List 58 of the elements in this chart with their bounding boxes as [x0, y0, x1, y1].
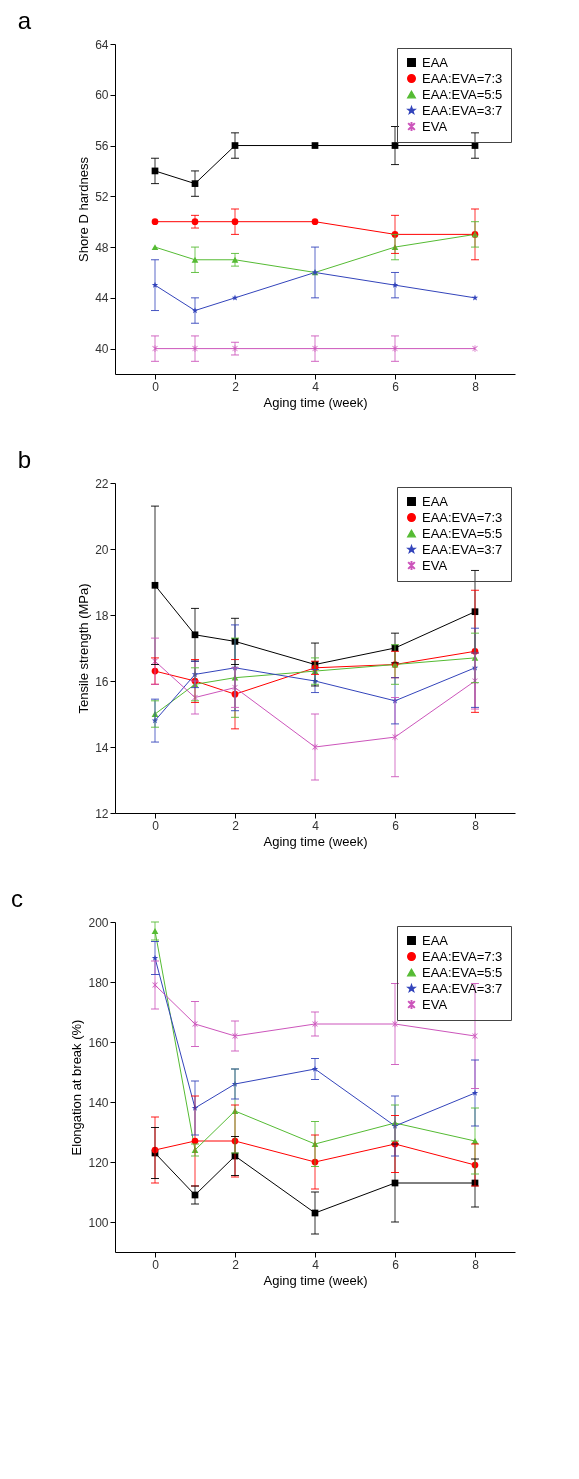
x-tick-label: 8: [472, 1257, 480, 1272]
y-tick-label: 120: [88, 1155, 109, 1170]
x-tick-label: 4: [312, 818, 320, 833]
y-axis-title: Shore D hardness: [76, 156, 92, 262]
x-tick-label: 4: [312, 1257, 320, 1272]
legend-label: EAA: [422, 54, 449, 70]
legend-label: EAA:EVA=3:7: [422, 541, 503, 557]
chart-title: b: [17, 446, 32, 473]
x-tick-label: 8: [472, 818, 480, 833]
legend-label: EAA:EVA=5:5: [422, 525, 503, 541]
x-tick-label: 2: [232, 1257, 240, 1272]
x-tick-label: 2: [232, 379, 240, 394]
legend-label: EAA:EVA=7:3: [422, 948, 503, 964]
chart-title: a: [17, 7, 32, 34]
legend-label: EAA:EVA=7:3: [422, 509, 503, 525]
y-tick-label: 60: [95, 88, 109, 103]
legend-label: EAA:EVA=5:5: [422, 86, 503, 102]
x-tick-label: 0: [152, 818, 160, 833]
x-tick-label: 0: [152, 1257, 160, 1272]
y-tick-label: 64: [95, 37, 109, 52]
y-tick-label: 40: [95, 342, 109, 357]
y-tick-label: 100: [88, 1215, 109, 1230]
legend-label: EAA: [422, 932, 449, 948]
legend-label: EVA: [422, 118, 448, 134]
y-tick-label: 22: [95, 476, 109, 491]
y-tick-label: 180: [88, 975, 109, 990]
y-tick-label: 200: [88, 915, 109, 930]
x-tick-label: 0: [152, 379, 160, 394]
y-axis-title: Tensile strength (MPa): [76, 583, 92, 714]
y-tick-label: 14: [95, 740, 109, 755]
legend-label: EVA: [422, 557, 448, 573]
y-tick-label: 44: [95, 291, 109, 306]
y-tick-label: 56: [95, 139, 109, 154]
y-tick-label: 52: [95, 189, 109, 204]
y-tick-label: 160: [88, 1035, 109, 1050]
y-tick-label: 18: [95, 608, 109, 623]
x-axis-title: Aging time (week): [263, 1272, 368, 1288]
legend-label: EAA:EVA=3:7: [422, 102, 503, 118]
x-tick-label: 2: [232, 818, 240, 833]
x-tick-label: 6: [392, 1257, 400, 1272]
legend-label: EAA: [422, 493, 449, 509]
x-axis-title: Aging time (week): [263, 833, 368, 849]
y-tick-label: 140: [88, 1095, 109, 1110]
y-axis-title: Elongation at break (%): [69, 1019, 85, 1156]
x-tick-label: 6: [392, 818, 400, 833]
x-tick-label: 4: [312, 379, 320, 394]
legend-label: EAA:EVA=5:5: [422, 964, 503, 980]
chart-title: c: [10, 885, 23, 912]
y-tick-label: 16: [95, 674, 109, 689]
legend-label: EAA:EVA=3:7: [422, 980, 503, 996]
legend-label: EVA: [422, 996, 448, 1012]
y-tick-label: 20: [95, 542, 109, 557]
x-tick-label: 8: [472, 379, 480, 394]
legend-label: EAA:EVA=7:3: [422, 70, 503, 86]
y-tick-label: 12: [95, 806, 109, 821]
y-tick-label: 48: [95, 240, 109, 255]
x-tick-label: 6: [392, 379, 400, 394]
x-axis-title: Aging time (week): [263, 394, 368, 410]
